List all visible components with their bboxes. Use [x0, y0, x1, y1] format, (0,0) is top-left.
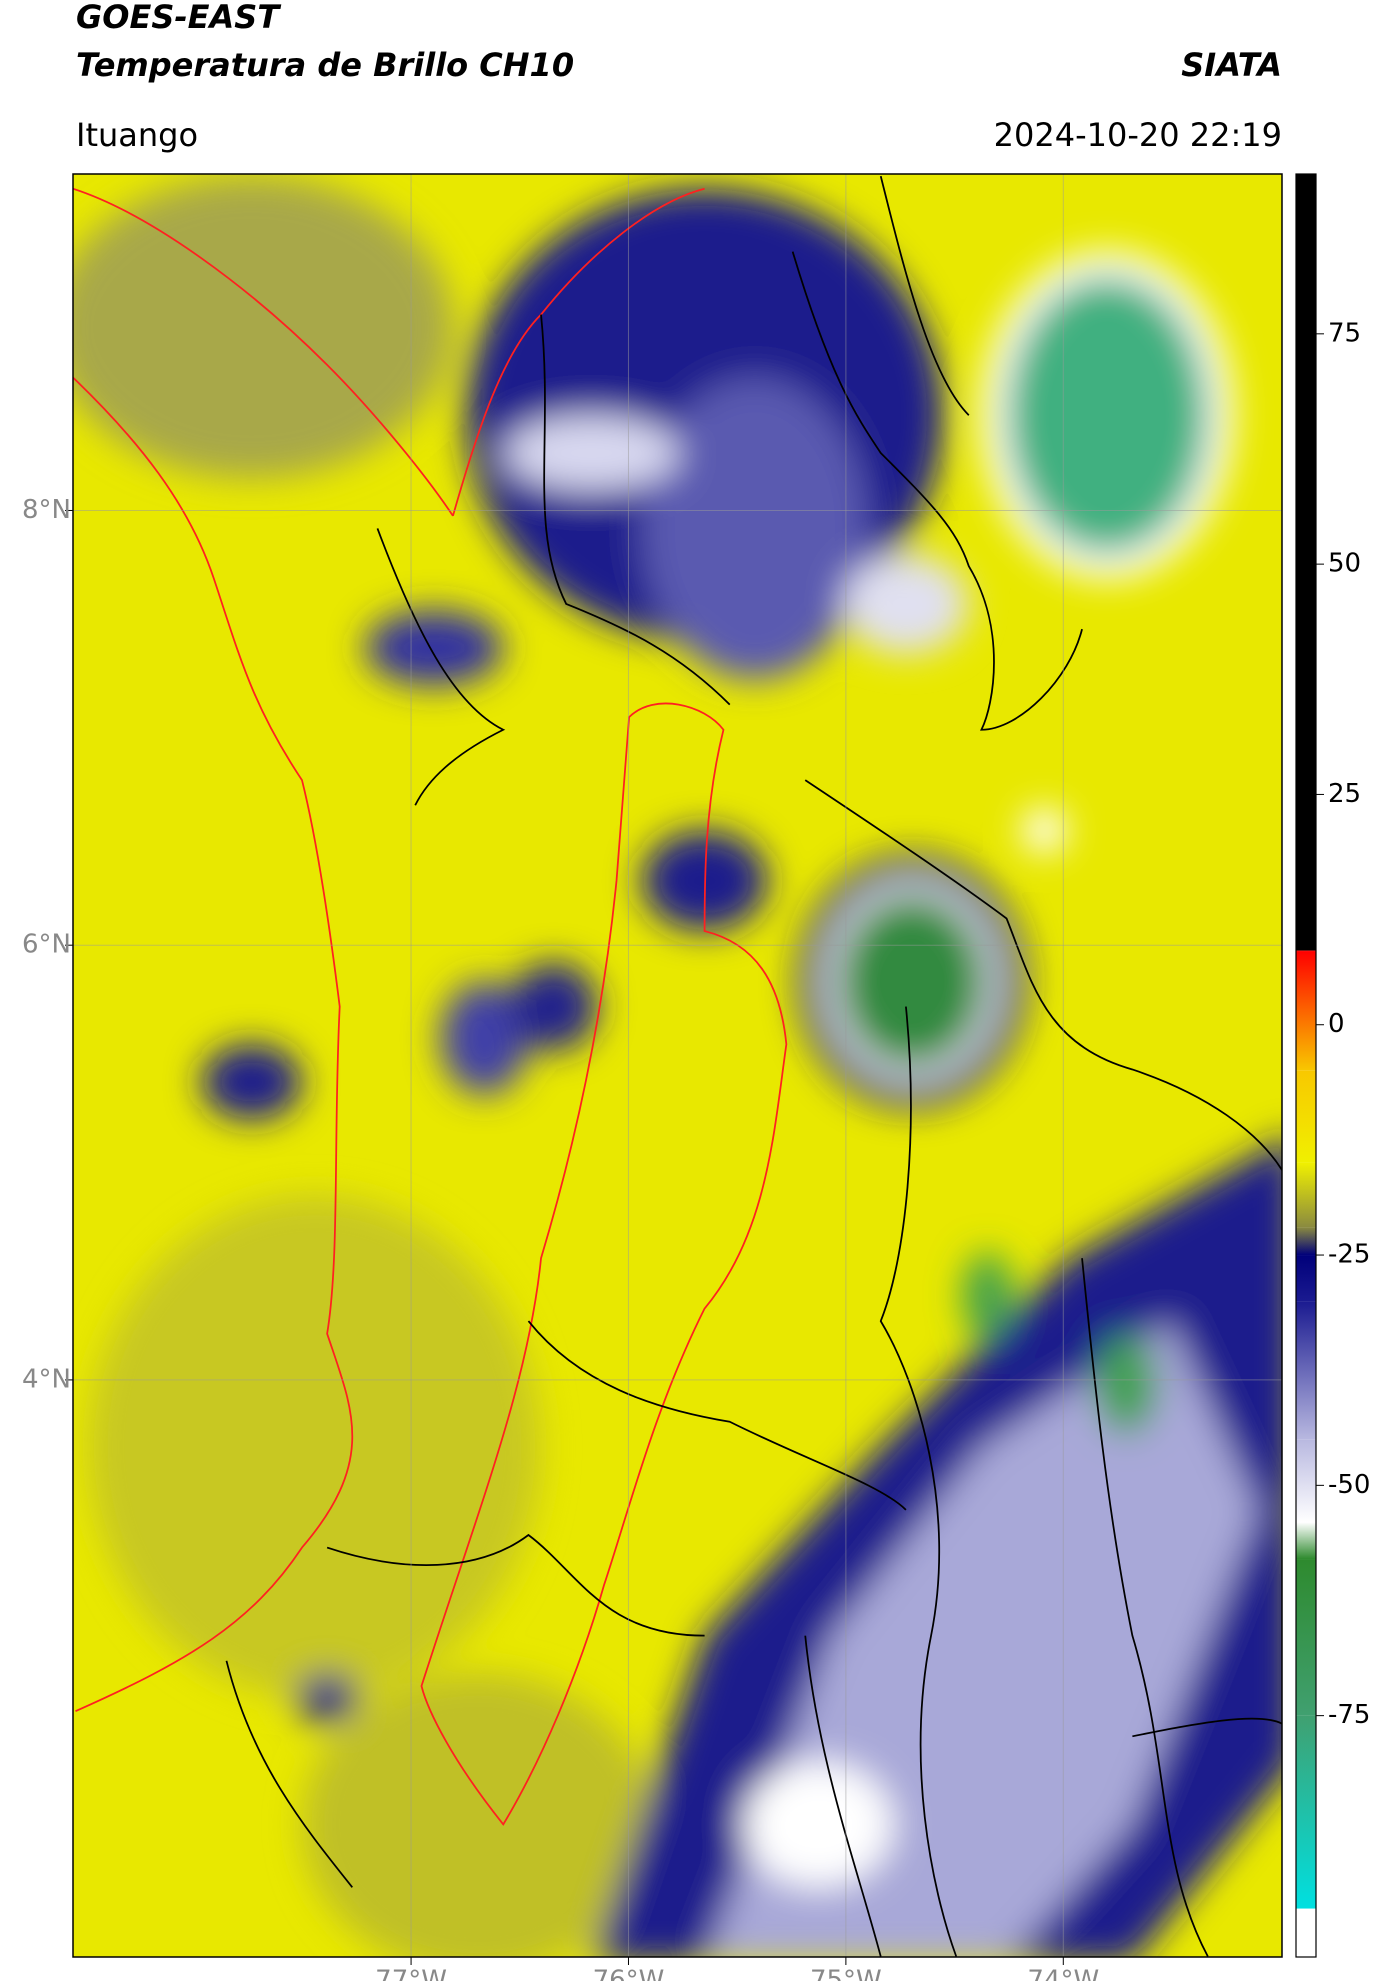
colorbar-tick-label: 25 — [1328, 779, 1361, 809]
x-tick-label: 75°W — [810, 1966, 882, 1981]
borders — [73, 175, 1282, 1957]
colorbar-tick-label: -50 — [1328, 1470, 1370, 1500]
colorbar-tick-label: -25 — [1328, 1240, 1370, 1270]
x-tick-label: 74°W — [1027, 1966, 1099, 1981]
datetime: 2024-10-20 22:19 — [994, 116, 1282, 154]
colorbar-tick-label: 50 — [1328, 549, 1361, 579]
x-tick-label: 76°W — [593, 1966, 665, 1981]
source: SIATA — [1181, 46, 1282, 84]
colorbar-tick-label: 0 — [1328, 1009, 1345, 1039]
colorbar-segment — [1296, 1559, 1316, 1716]
colorbar-segment — [1296, 1070, 1316, 1163]
colorbar-segment — [1296, 1255, 1316, 1302]
map-frame — [72, 173, 1283, 1958]
colorbar-segment — [1296, 1909, 1316, 1957]
colorbar-segment — [1296, 951, 1316, 1071]
colorbar-segment — [1296, 1715, 1316, 1909]
subtitle: Temperatura de Brillo CH10 — [76, 46, 574, 84]
colorbar-segment — [1296, 1227, 1316, 1256]
colorbar-segment — [1296, 174, 1316, 951]
location: Ituango — [76, 116, 198, 154]
title: GOES-EAST — [76, 0, 281, 36]
colorbar-frame — [1295, 173, 1317, 1958]
satellite-image — [73, 174, 1282, 1957]
colorbar-segment — [1296, 1439, 1316, 1523]
colorbar-segment — [1296, 950, 1316, 952]
y-tick-label: 8°N — [22, 495, 71, 525]
colorbar-segment — [1296, 1301, 1316, 1440]
colorbar-segment — [1296, 1522, 1316, 1560]
y-tick-label: 6°N — [22, 930, 71, 960]
colorbar-segment — [1296, 1908, 1316, 1910]
y-tick-label: 4°N — [22, 1364, 71, 1394]
cloud-field — [73, 176, 1282, 1957]
colorbar-tick-label: -75 — [1328, 1700, 1370, 1730]
colorbar-tick-label: 75 — [1328, 318, 1361, 348]
colorbar-segment — [1296, 1162, 1316, 1228]
x-tick-label: 77°W — [375, 1966, 447, 1981]
